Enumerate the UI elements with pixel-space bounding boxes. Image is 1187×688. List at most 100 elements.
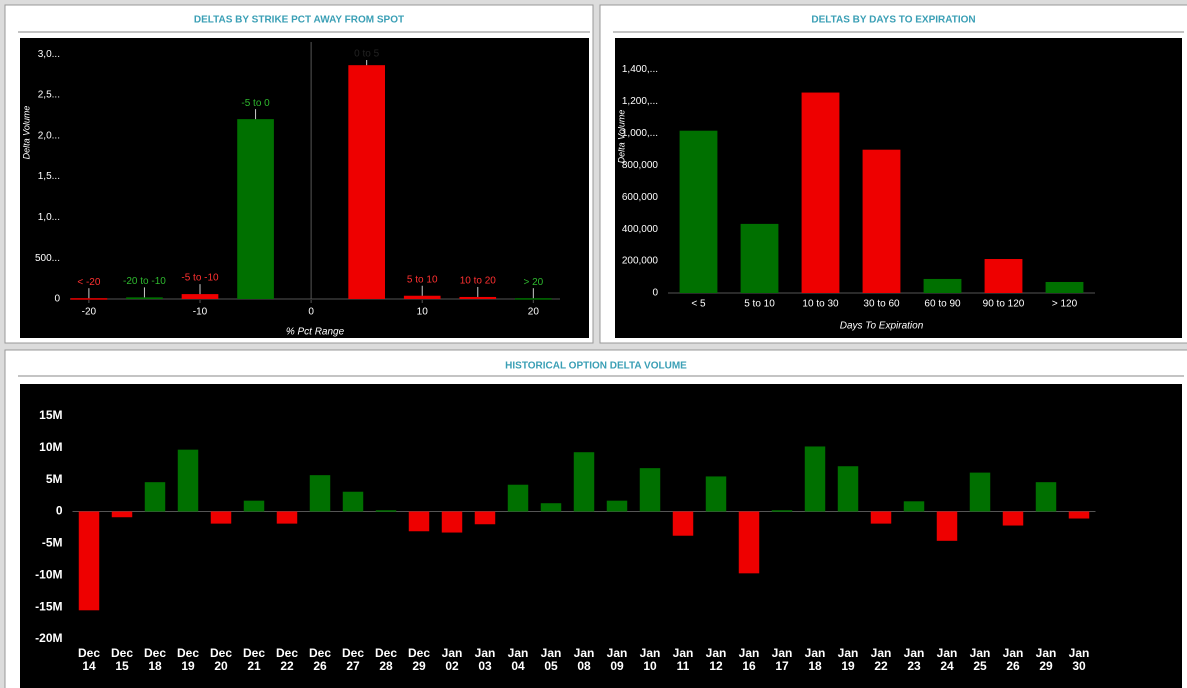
bar: [459, 296, 497, 299]
x-tick-label: Dec 29: [407, 646, 430, 673]
chart-title: DELTAS BY STRIKE PCT AWAY FROM SPOT: [194, 15, 404, 26]
x-tick-label: Jan 04: [507, 646, 529, 673]
x-axis-label: % Pct Range: [286, 327, 345, 338]
y-tick-label: -15M: [35, 599, 62, 613]
bar: [441, 511, 463, 533]
bar-label: 5 to 10: [407, 274, 438, 285]
x-tick-label: Jan 19: [837, 646, 859, 673]
plot-area: [20, 38, 589, 338]
y-tick-label: 400,000: [622, 224, 659, 235]
bar: [1002, 511, 1024, 526]
bar: [801, 92, 840, 293]
x-tick-label: Jan 02: [441, 646, 463, 673]
bar-label: -5 to -10: [181, 273, 219, 284]
x-tick-label: Jan 05: [540, 646, 562, 673]
x-tick-label: 90 to 120: [983, 299, 1025, 310]
x-tick-label: Dec 22: [275, 646, 298, 673]
x-tick-label: 5 to 10: [744, 299, 775, 310]
bar-label: 0 to 5: [354, 49, 379, 60]
x-tick-label: Dec 19: [176, 646, 199, 673]
bar: [870, 511, 892, 524]
x-tick-label: Jan 16: [738, 646, 760, 673]
bar: [474, 511, 496, 525]
y-tick-label: -5M: [42, 536, 63, 550]
y-tick-label: -20M: [35, 631, 62, 645]
bar: [309, 475, 331, 512]
x-tick-label: 10: [417, 307, 429, 318]
bar: [348, 65, 385, 299]
x-tick-label: Dec 28: [374, 646, 397, 673]
bar: [573, 452, 595, 512]
x-tick-label: 30 to 60: [863, 299, 900, 310]
y-tick-label: 3,0...: [38, 49, 60, 60]
y-tick-label: 1,000,...: [622, 128, 658, 139]
bar: [862, 149, 901, 293]
bar: [923, 278, 962, 293]
bar: [837, 466, 859, 512]
y-tick-label: 1,5...: [38, 171, 60, 182]
x-tick-label: Jan 10: [639, 646, 661, 673]
y-tick-label: -10M: [35, 567, 62, 581]
y-tick-label: 1,400,...: [622, 64, 658, 75]
bar: [804, 446, 826, 512]
chart-title: DELTAS BY DAYS TO EXPIRATION: [811, 15, 975, 26]
bar: [210, 511, 232, 524]
bar: [969, 472, 991, 512]
bar-label: -20 to -10: [123, 276, 166, 287]
x-tick-label: Jan 29: [1035, 646, 1057, 673]
bar: [540, 503, 562, 512]
x-tick-label: Jan 24: [936, 646, 958, 673]
y-axis-label: Delta Volume: [616, 110, 626, 164]
bar-label: > 20: [523, 277, 543, 288]
y-tick-label: 600,000: [622, 192, 659, 203]
y-tick-label: 0: [652, 288, 658, 299]
bar: [507, 484, 529, 512]
bar: [515, 298, 552, 300]
x-tick-label: Jan 26: [1002, 646, 1024, 673]
x-tick-label: -10: [193, 307, 208, 318]
y-axis-label: Delta Volume: [21, 106, 31, 160]
x-tick-label: Dec 20: [209, 646, 232, 673]
bar: [672, 511, 694, 536]
plot-area: [20, 384, 1182, 688]
bar: [181, 294, 219, 299]
x-tick-label: 10 to 30: [802, 299, 839, 310]
bar: [771, 510, 793, 512]
x-tick-label: Jan 03: [474, 646, 496, 673]
x-tick-label: Jan 22: [870, 646, 892, 673]
bar: [237, 119, 274, 300]
x-tick-label: Jan 09: [606, 646, 628, 673]
bar: [375, 510, 397, 512]
bar: [144, 482, 166, 512]
y-tick-label: 2,0...: [38, 130, 60, 141]
bar: [984, 259, 1023, 293]
x-tick-label: 60 to 90: [924, 299, 961, 310]
y-tick-label: 15M: [39, 408, 62, 422]
bar: [342, 491, 364, 512]
x-tick-label: Dec 21: [242, 646, 265, 673]
x-tick-label: > 120: [1052, 299, 1078, 310]
bar: [403, 295, 441, 299]
x-tick-label: Dec 15: [110, 646, 133, 673]
bar: [740, 223, 779, 293]
y-tick-label: 200,000: [622, 256, 659, 267]
x-tick-label: Dec 27: [341, 646, 364, 673]
bar: [78, 511, 100, 611]
bar: [936, 511, 958, 541]
y-tick-label: 2,5...: [38, 90, 60, 101]
bar: [408, 511, 430, 532]
bar: [1045, 281, 1084, 293]
bar: [1035, 482, 1057, 512]
bar: [903, 501, 925, 512]
y-tick-label: 1,0...: [38, 212, 60, 223]
x-tick-label: Jan 30: [1068, 646, 1090, 673]
x-tick-label: < 5: [691, 299, 706, 310]
x-tick-label: 0: [308, 307, 314, 318]
bar: [111, 511, 133, 518]
y-tick-label: 1,200,...: [622, 96, 658, 107]
x-tick-label: Jan 23: [903, 646, 925, 673]
chart-title: HISTORICAL OPTION DELTA VOLUME: [505, 361, 687, 372]
bar-label: -5 to 0: [241, 98, 270, 109]
bar: [679, 130, 718, 293]
